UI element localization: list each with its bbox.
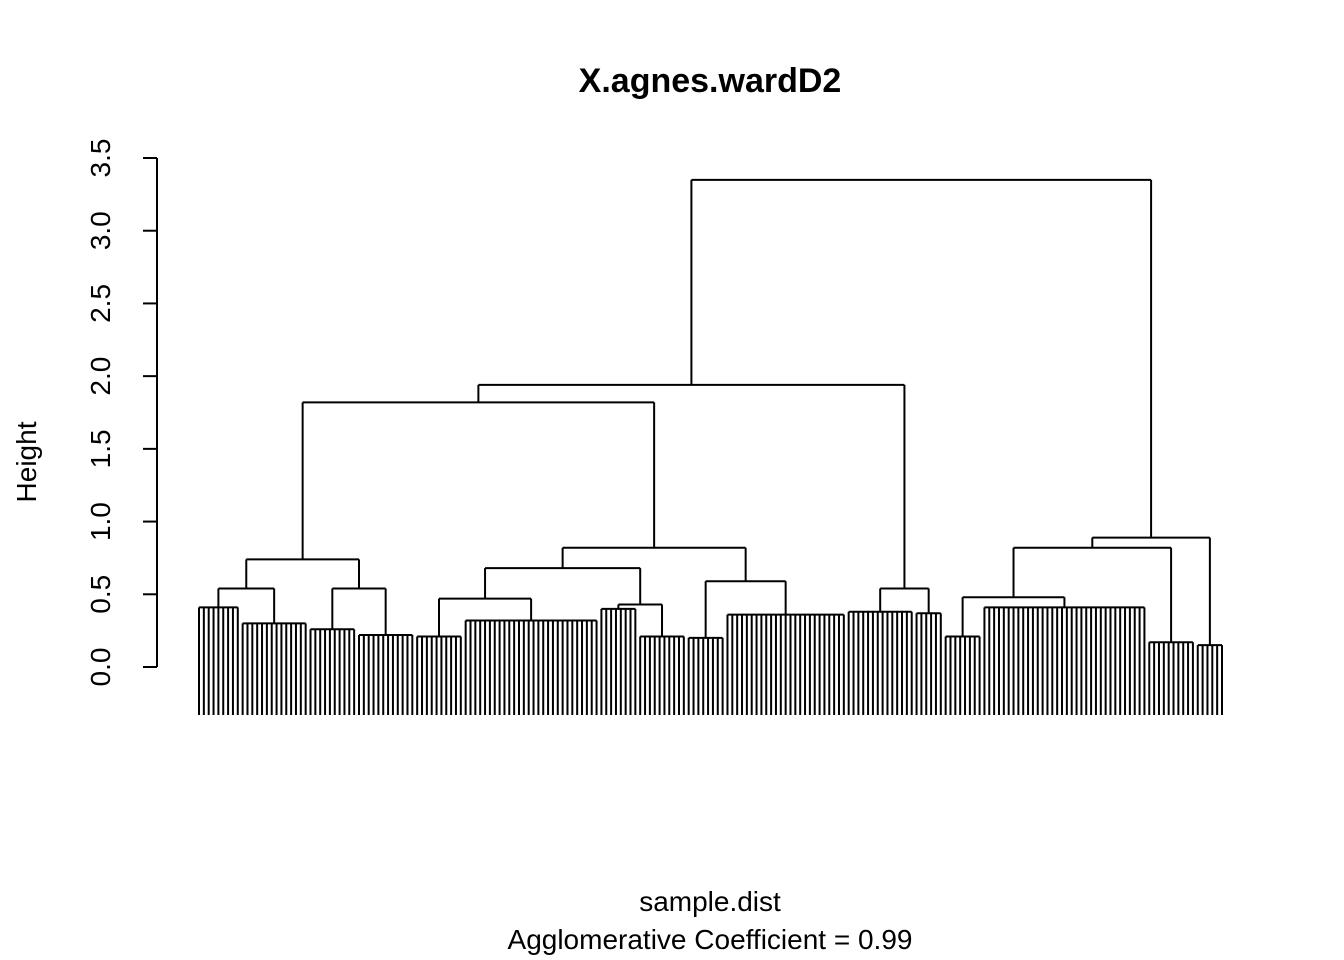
y-tick-label: 3.0 (85, 211, 116, 250)
y-tick-label: 0.5 (85, 575, 116, 614)
y-tick-label: 1.5 (85, 429, 116, 468)
subtitle: Agglomerative Coefficient = 0.99 (508, 924, 913, 955)
x-axis-label: sample.dist (639, 886, 781, 917)
y-tick-label: 2.0 (85, 357, 116, 396)
y-axis-label: Height (11, 421, 42, 502)
chart-title: X.agnes.wardD2 (579, 62, 842, 100)
coefficient-value: 0.99 (858, 924, 913, 955)
y-tick-label: 0.0 (85, 648, 116, 687)
y-tick-label: 2.5 (85, 284, 116, 323)
coefficient-label: Agglomerative Coefficient = (508, 924, 858, 955)
y-tick-label: 3.5 (85, 139, 116, 178)
y-tick-label: 1.0 (85, 502, 116, 541)
